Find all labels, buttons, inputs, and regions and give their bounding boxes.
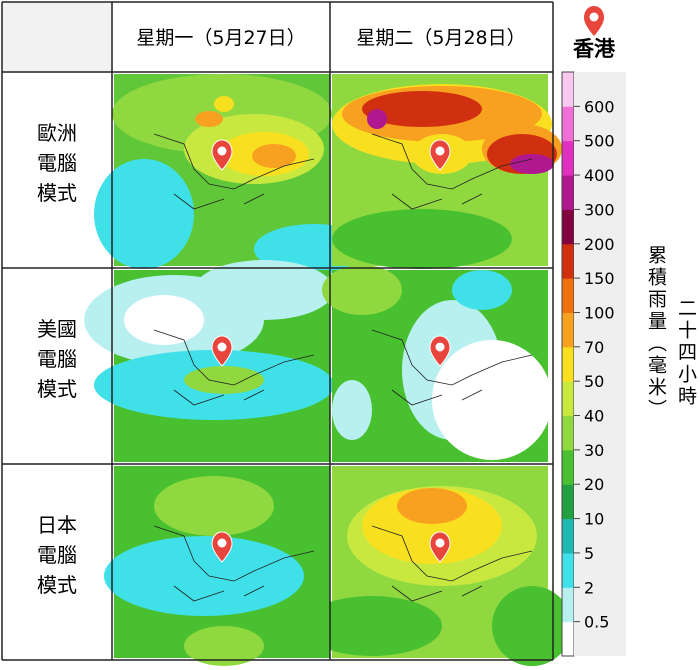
rain-area	[154, 476, 274, 536]
colorbar-label: 400	[584, 166, 615, 185]
rain-area	[195, 111, 223, 127]
pin-hole	[217, 538, 227, 548]
colorbar-band	[562, 209, 574, 245]
model-map	[322, 265, 552, 462]
colorbar-label: 300	[584, 200, 615, 219]
rain-area	[492, 586, 572, 666]
rain-area	[94, 159, 194, 269]
location-pin	[429, 531, 451, 563]
row-label: 美國電腦模式	[37, 317, 77, 401]
legend-period: 二十四小時	[675, 298, 697, 408]
colorbar-band	[562, 312, 574, 348]
rain-area	[252, 144, 296, 168]
location-pin	[429, 335, 451, 367]
colorbar-label: 30	[584, 441, 604, 460]
colorbar-label: 5	[584, 544, 594, 563]
coastline	[153, 525, 315, 602]
column-header: 星期一（5月27日）	[136, 27, 305, 49]
colorbar-band	[562, 449, 574, 485]
coastline	[153, 329, 315, 406]
pin-hole	[435, 538, 445, 548]
rain-area	[214, 96, 234, 112]
location-pin	[211, 531, 233, 563]
rain-area	[362, 488, 502, 564]
colorbar-band	[562, 140, 574, 176]
row-label: 日本電腦模式	[37, 513, 77, 597]
colorbar-label: 40	[584, 407, 604, 426]
model-map	[332, 74, 562, 269]
pin-hole	[217, 146, 227, 156]
colorbar-label: 10	[584, 510, 604, 529]
legend-title: 累積雨量（毫米）	[645, 245, 667, 421]
colorbar-band	[562, 484, 574, 520]
coastline	[371, 525, 533, 602]
location-label: 香港	[573, 37, 616, 61]
rain-area	[322, 265, 402, 315]
rain-area	[332, 209, 512, 269]
colorbar-label: 2	[584, 578, 594, 597]
coastline	[153, 133, 315, 210]
colorbar-band	[562, 72, 574, 107]
colorbar-band	[562, 106, 574, 142]
rain-area	[184, 366, 264, 394]
model-map	[84, 260, 334, 462]
colorbar-band	[562, 175, 574, 210]
row-label: 歐洲電腦模式	[37, 121, 77, 205]
rain-area	[432, 340, 552, 460]
coastline	[371, 329, 533, 406]
location-pin	[211, 139, 233, 171]
colorbar-band	[562, 415, 574, 451]
colorbar-label: 150	[584, 269, 615, 288]
column-header: 星期二（5月28日）	[356, 27, 525, 49]
colorbar-panel	[574, 72, 626, 656]
colorbar-label: 500	[584, 132, 615, 151]
colorbar-band	[562, 381, 574, 417]
pin-hole	[435, 146, 445, 156]
pin-hole	[217, 342, 227, 352]
colorbar-label: 20	[584, 475, 604, 494]
rain-area	[510, 154, 554, 174]
corner-cell	[2, 2, 112, 72]
model-map	[302, 466, 572, 666]
rain-area	[104, 536, 304, 616]
rain-area	[452, 270, 512, 310]
rain-area	[397, 488, 467, 524]
rain-area	[332, 380, 372, 440]
rain-area	[302, 596, 442, 656]
colorbar-label: 0.5	[584, 613, 609, 632]
colorbar-label: 100	[584, 303, 615, 322]
location-pin	[211, 335, 233, 367]
colorbar-band	[562, 621, 574, 657]
colorbar-label: 50	[584, 372, 604, 391]
rain-area	[194, 260, 334, 320]
rain-area	[124, 295, 204, 345]
colorbar-band	[562, 278, 574, 313]
colorbar-band	[562, 552, 574, 588]
rain-area	[362, 91, 482, 127]
colorbar-band	[562, 518, 574, 554]
rain-area	[367, 109, 387, 129]
colorbar-label: 200	[584, 235, 615, 254]
rain-area	[184, 626, 264, 666]
colorbar-band	[562, 587, 574, 623]
coastline	[371, 133, 533, 210]
colorbar-label: 70	[584, 338, 604, 357]
model-map	[104, 466, 330, 666]
location-pin	[429, 139, 451, 171]
colorbar-band	[562, 243, 574, 279]
colorbar-band	[562, 346, 574, 382]
model-map	[94, 74, 374, 274]
colorbar-label: 600	[584, 97, 615, 116]
pin-hole	[435, 342, 445, 352]
location-pin-icon	[584, 6, 604, 36]
